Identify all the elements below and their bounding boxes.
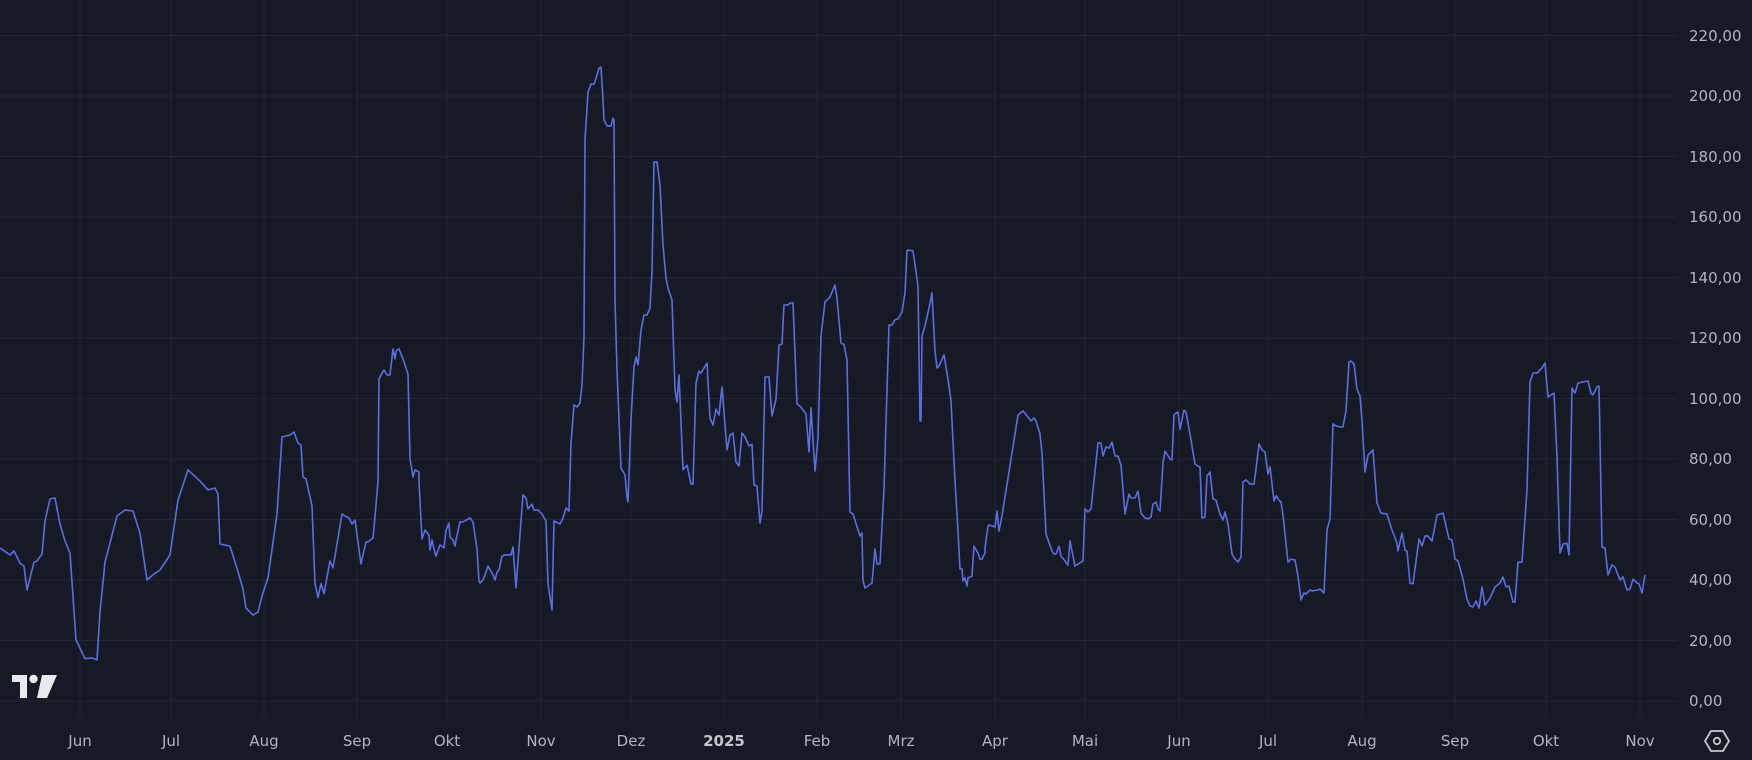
x-tick-label: Jul xyxy=(1258,732,1278,750)
y-tick-label: 100,00 xyxy=(1689,389,1742,408)
y-tick-label: 80,00 xyxy=(1689,450,1732,468)
y-tick-label: 200,00 xyxy=(1689,87,1742,105)
y-tick-label: 220,00 xyxy=(1689,26,1742,45)
x-tick-label: Sep xyxy=(342,732,372,750)
x-tick-label: Sep xyxy=(1440,732,1470,750)
x-tick-label: Dez xyxy=(616,732,646,750)
y-tick-label: 120,00 xyxy=(1689,329,1742,347)
vertical-gridlines xyxy=(79,0,1641,718)
x-tick-label: Aug xyxy=(1347,732,1377,750)
x-tick-label: Nov xyxy=(526,732,556,750)
x-tick-label: Jun xyxy=(68,732,92,750)
x-tick-label: Nov xyxy=(1625,732,1655,750)
y-tick-label: 40,00 xyxy=(1689,571,1732,589)
y-tick-label: 140,00 xyxy=(1689,268,1742,287)
horizontal-gridlines xyxy=(0,35,1677,702)
y-tick-label: 160,00 xyxy=(1689,208,1742,226)
tradingview-logo-icon[interactable] xyxy=(12,673,58,699)
x-tick-label: Okt xyxy=(1532,732,1560,750)
y-tick-label: 60,00 xyxy=(1689,510,1732,529)
x-tick-label: Jul xyxy=(161,732,181,750)
y-tick-label: 180,00 xyxy=(1689,147,1742,166)
x-tick-label: Feb xyxy=(803,732,831,750)
settings-icon[interactable] xyxy=(1704,729,1730,753)
y-tick-label: 0,00 xyxy=(1689,692,1723,710)
x-tick-label: Jun xyxy=(1167,732,1191,750)
price-line xyxy=(0,66,1646,661)
y-tick-label: 20,00 xyxy=(1689,631,1732,650)
x-tick-label: Mai xyxy=(1071,732,1099,750)
x-tick-label: 2025 xyxy=(703,732,745,750)
x-tick-label: Aug xyxy=(249,732,279,750)
x-tick-label: Okt xyxy=(433,732,461,750)
x-tick-label: Mrz xyxy=(887,732,915,750)
x-tick-label: Apr xyxy=(982,732,1008,750)
